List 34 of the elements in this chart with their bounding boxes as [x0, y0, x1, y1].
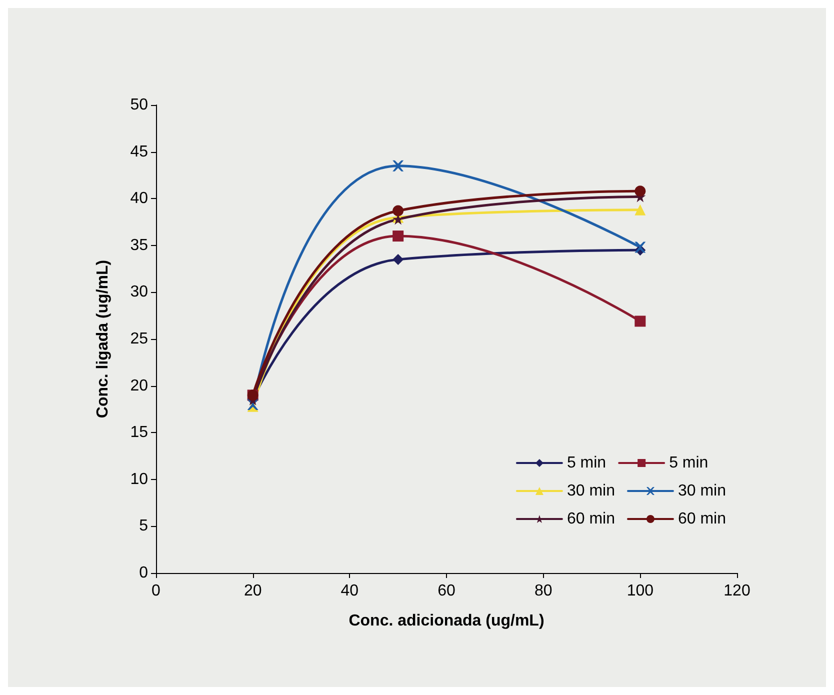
y-tick-label: 40: [130, 190, 148, 208]
point: [392, 230, 404, 242]
y-tick-label: 25: [130, 330, 148, 348]
y-tick-label: 20: [130, 377, 148, 394]
point: [634, 186, 646, 197]
legend-label: 60 min: [566, 510, 615, 528]
x-tick-label: 20: [244, 582, 262, 600]
point: [392, 160, 404, 172]
legend-label: 5 min: [566, 454, 606, 472]
y-tick-label: 30: [130, 284, 148, 301]
x-tick-label: 60: [438, 582, 456, 600]
y-axis-title: Conc. ligada (ug/mL): [94, 260, 112, 418]
y-tick-label: 10: [130, 470, 148, 488]
legend-label: 30 min: [566, 482, 615, 500]
x-tick-label: 120: [724, 582, 750, 600]
legend-label: 5 min: [669, 454, 708, 472]
y-tick-label: 45: [130, 143, 148, 160]
y-tick-label: 5: [139, 518, 148, 535]
legend-label: 30 min: [678, 482, 726, 500]
x-tick-label: 80: [534, 582, 552, 600]
point: [634, 204, 646, 216]
legend-label: 60 min: [678, 510, 726, 528]
point: [392, 205, 404, 216]
x-tick-label: 40: [340, 582, 359, 600]
x-tick-label: 0: [152, 582, 161, 600]
y-tick-label: 15: [130, 424, 148, 442]
x-axis-title: Conc. adicionada (ug/mL): [348, 612, 544, 630]
point: [392, 254, 404, 265]
point: [634, 316, 646, 327]
y-tick-label: 35: [130, 236, 148, 254]
x-tick-label: 100: [626, 582, 654, 600]
point: [634, 242, 646, 253]
y-tick-label: 0: [139, 564, 148, 582]
y-tick-label: 50: [130, 96, 148, 114]
